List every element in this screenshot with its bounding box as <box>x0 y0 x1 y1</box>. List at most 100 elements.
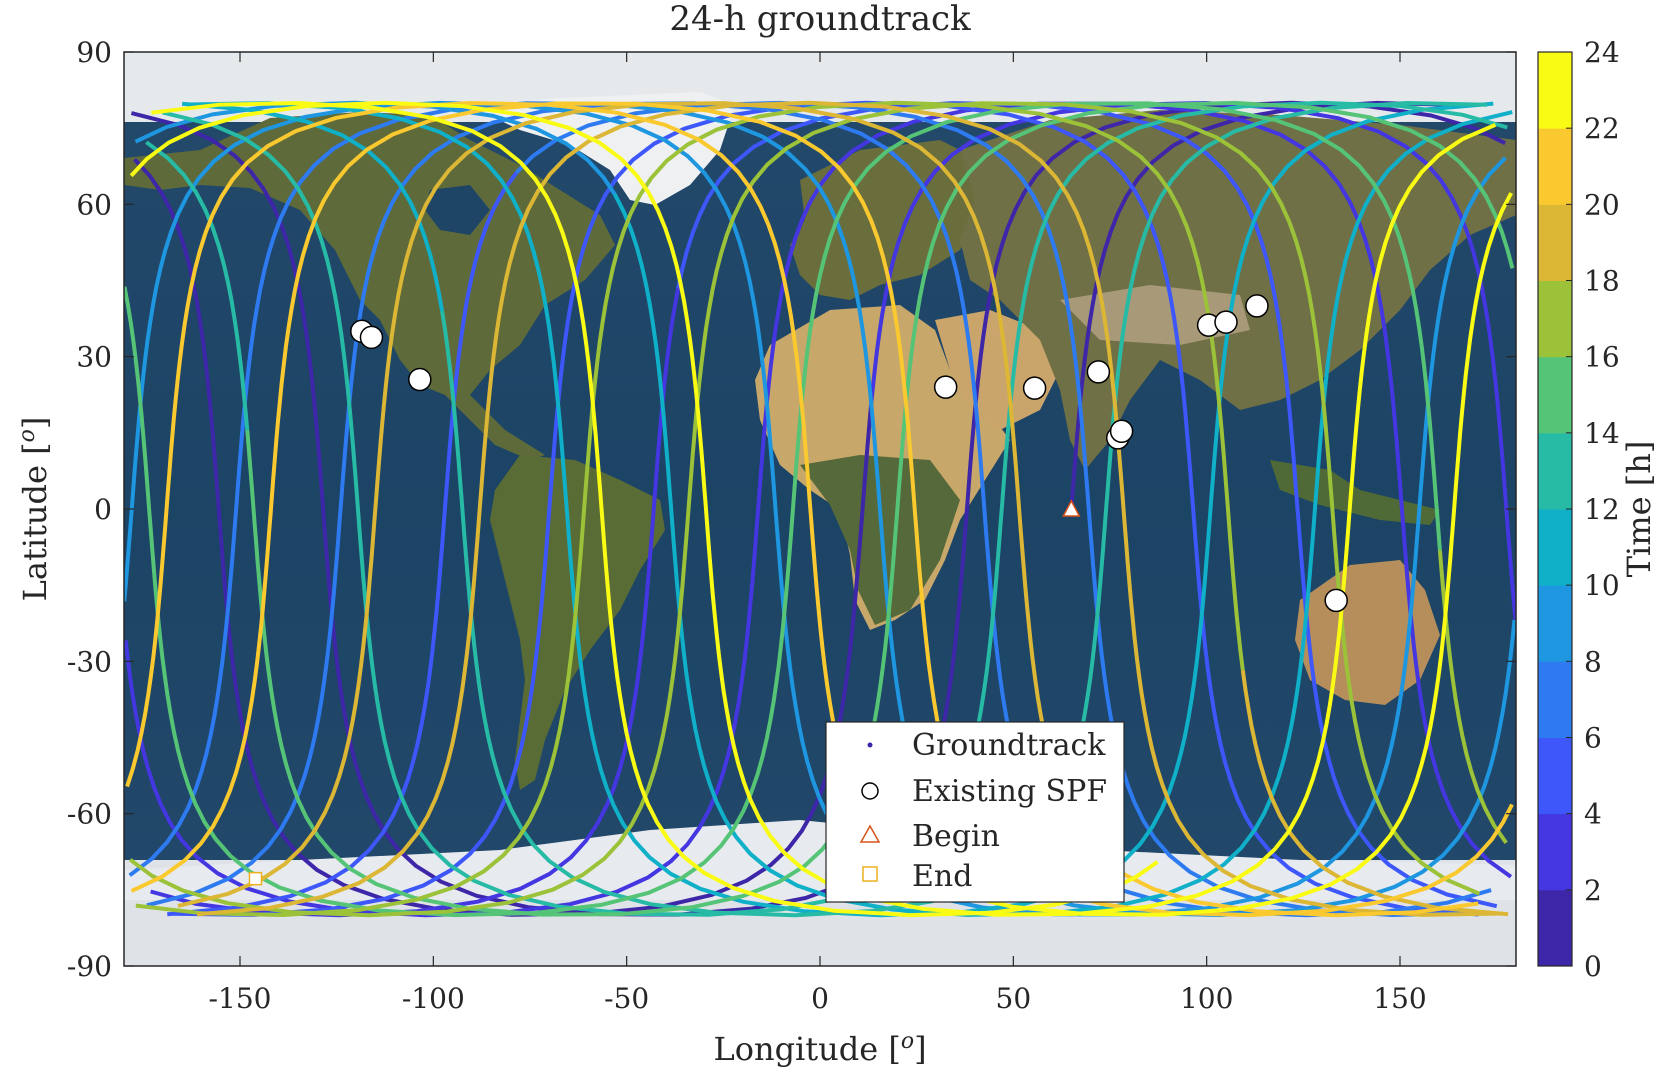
y-tick-label: 90 <box>76 36 112 69</box>
groundtrack-segment <box>124 100 1507 917</box>
existing-spf-marker <box>1022 376 1047 400</box>
colorbar-tick-label: 0 <box>1584 950 1602 983</box>
colorbar-level <box>1538 432 1572 510</box>
colorbar-level <box>1538 509 1572 586</box>
groundtrack-segment <box>124 101 1442 918</box>
y-axis-ticks: 90 60 30 0 -30 -60 -90 <box>67 36 1516 983</box>
x-tick-label: -150 <box>209 982 272 1015</box>
groundtrack-segment <box>128 101 608 877</box>
groundtrack-segment <box>868 101 1516 622</box>
legend-spf-marker <box>861 782 879 800</box>
colorbar-level <box>1538 737 1572 815</box>
begin-marker <box>1062 499 1081 517</box>
groundtrack-segment <box>151 101 1159 918</box>
north-america <box>124 112 615 460</box>
x-tick-label: 50 <box>996 982 1032 1015</box>
legend-end-marker <box>862 866 878 882</box>
y-axis-label: Latitude [o] <box>15 417 54 602</box>
groundtrack-segment <box>130 100 1506 917</box>
groundtrack-segment <box>1240 669 1509 917</box>
groundtrack-segment <box>129 100 1497 917</box>
colorbar-tick-label: 14 <box>1584 417 1620 450</box>
existing-spf-marker <box>359 325 384 350</box>
groundtrack-segment <box>676 101 1498 909</box>
y-tick-label: -60 <box>67 798 112 831</box>
colorbar-level <box>1538 813 1572 891</box>
colorbar-tick-label: 10 <box>1584 569 1620 602</box>
groundtrack-segment <box>145 140 250 431</box>
colorbar-tick-label: 12 <box>1584 493 1620 526</box>
x-tick-label: -100 <box>402 982 465 1015</box>
x-axis-ticks: -150 -100 -50 0 50 100 150 <box>209 52 1427 1015</box>
arabia <box>935 310 1060 430</box>
existing-spf-marker <box>1214 310 1238 334</box>
europe <box>790 140 990 300</box>
legend-end-label: End <box>912 859 972 894</box>
groundtrack-segment <box>135 100 1245 917</box>
existing-spf-marker <box>1086 360 1111 384</box>
colorbar-level <box>1538 889 1572 967</box>
groundtrack-segment <box>196 100 1503 917</box>
y-tick-label: 0 <box>94 493 112 526</box>
existing-spf-marker <box>1324 588 1348 613</box>
station-markers <box>248 294 1348 886</box>
legend-groundtrack-marker <box>867 742 873 748</box>
colorbar-level <box>1538 356 1572 434</box>
colorbar-tick-label: 24 <box>1584 36 1620 69</box>
end-marker <box>248 871 263 886</box>
groundtrack-segment <box>167 171 518 917</box>
colorbar-level <box>1538 128 1572 205</box>
legend-groundtrack-label: Groundtrack <box>912 728 1106 763</box>
groundtrack-segment <box>245 100 1515 917</box>
x-tick-label: 150 <box>1373 982 1426 1015</box>
existing-spf-marker <box>933 375 958 399</box>
colorbar-level <box>1538 585 1572 662</box>
legend-begin-label: Begin <box>912 819 1000 854</box>
groundtrack-segment <box>1437 550 1508 845</box>
legend: Groundtrack Existing SPF Begin End <box>825 721 1125 903</box>
x-tick-label: -50 <box>604 982 649 1015</box>
groundtrack-segment <box>177 101 1062 908</box>
legend-box <box>825 721 1125 903</box>
colorbar-level <box>1538 204 1572 281</box>
colorbar-tick-label: 16 <box>1584 341 1620 374</box>
groundtrack-lines <box>124 100 1516 918</box>
colorbar-tick-label: 18 <box>1584 265 1620 298</box>
groundtrack-segment <box>962 192 1513 917</box>
groundtrack-segment <box>134 100 617 196</box>
x-tick-label: 0 <box>811 982 829 1015</box>
colorbar-level <box>1538 661 1572 738</box>
colorbar-tick-label: 4 <box>1584 798 1602 831</box>
legend-begin-marker <box>859 824 881 843</box>
existing-spf-marker <box>1245 294 1269 318</box>
existing-spf-marker <box>1109 419 1134 444</box>
colorbar-tick-label: 22 <box>1584 112 1620 145</box>
groundtrack-segment <box>514 100 1473 917</box>
x-tick-label: 100 <box>1180 982 1233 1015</box>
groundtrack-segment <box>124 101 1513 918</box>
colorbar-level <box>1538 280 1572 358</box>
y-tick-label: -30 <box>67 645 112 678</box>
existing-spf-marker <box>408 367 432 392</box>
y-tick-label: 30 <box>76 341 112 374</box>
hudson-bay <box>425 185 490 235</box>
groundtrack-segment <box>133 157 873 917</box>
legend-spf-label: Existing SPF <box>912 774 1107 809</box>
colorbar-label: Time [h] <box>1620 441 1658 578</box>
groundtrack-segment <box>125 101 964 898</box>
colorbar-tick-label: 2 <box>1584 874 1602 907</box>
colorbar-tick-label: 20 <box>1584 188 1620 221</box>
colorbar-level <box>1538 52 1572 129</box>
y-tick-label: -90 <box>67 950 112 983</box>
groundtrack-segment <box>146 101 1492 918</box>
colorbar-tick-label: 6 <box>1584 722 1602 755</box>
colorbar-tick-label: 8 <box>1584 645 1602 678</box>
groundtrack-segment <box>607 102 1516 917</box>
plot-area <box>123 51 1517 967</box>
y-tick-label: 60 <box>76 188 112 221</box>
chart-title: 24-h groundtrack <box>669 0 971 39</box>
se-asia-islands <box>1270 460 1440 525</box>
x-axis-label: Longitude [o] <box>713 1029 926 1068</box>
